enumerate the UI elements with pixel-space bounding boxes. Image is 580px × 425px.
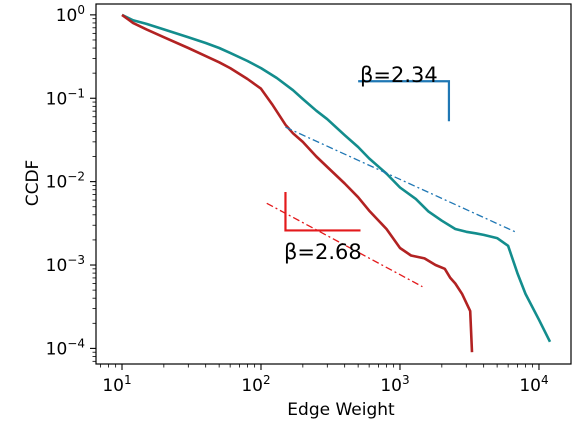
y-tick-label: 10−3	[46, 253, 85, 276]
y-tick-label: 10−4	[46, 336, 85, 359]
beta-annotation-blue: β=2.34	[360, 63, 438, 87]
y-axis-label: CCDF	[23, 160, 43, 207]
x-axis-label: Edge Weight	[287, 400, 395, 420]
fit-line-layer	[266, 126, 518, 288]
slope-marker-red	[284, 192, 361, 232]
series-layer	[121, 13, 552, 353]
x-tick-label: 102	[241, 373, 270, 396]
x-tick-label: 103	[380, 373, 409, 396]
plot-frame	[95, 3, 572, 365]
series-line-2	[121, 13, 474, 353]
tick-layer: 101 102 103 104 100 10−1 10−2 10−3 10−4	[46, 3, 549, 396]
series-line-1	[121, 13, 552, 343]
fit-line-1	[285, 126, 518, 234]
y-tick-label: 10−1	[46, 86, 85, 109]
x-tick-label: 104	[519, 373, 548, 396]
slope-marker-layer	[284, 80, 451, 232]
y-tick-label: 10−2	[46, 170, 85, 193]
x-tick-label: 101	[102, 373, 131, 396]
beta-annotation-red: β=2.68	[284, 240, 362, 264]
y-tick-label: 100	[56, 3, 85, 26]
slope-marker-blue	[358, 80, 451, 122]
